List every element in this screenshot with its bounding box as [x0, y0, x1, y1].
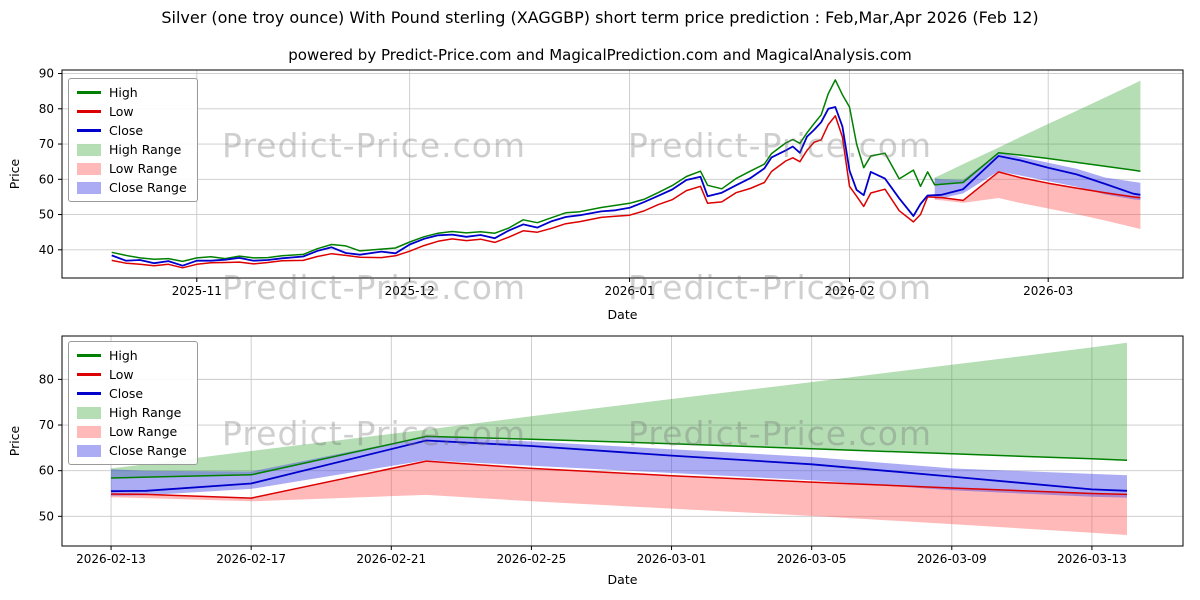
- legend-line-swatch: [77, 91, 101, 94]
- legend-item-low-range: Low Range: [77, 161, 187, 176]
- legend-item-close-range: Close Range: [77, 443, 187, 458]
- svg-text:40: 40: [39, 243, 54, 257]
- svg-text:2026-03: 2026-03: [1023, 284, 1073, 298]
- legend-item-high: High: [77, 85, 187, 100]
- legend-line-swatch: [77, 373, 101, 376]
- legend-label: Low Range: [109, 424, 178, 439]
- legend-line-swatch: [77, 129, 101, 132]
- svg-text:2025-11: 2025-11: [172, 284, 222, 298]
- svg-text:2026-02-25: 2026-02-25: [497, 552, 567, 566]
- svg-text:2026-02-13: 2026-02-13: [76, 552, 146, 566]
- svg-text:Price: Price: [7, 158, 22, 189]
- main-chart-legend: High Low Close High Range Low Range Close Ran…: [68, 78, 198, 202]
- legend-item-high-range: High Range: [77, 142, 187, 157]
- legend-patch-swatch: [77, 444, 101, 457]
- legend-patch-swatch: [77, 425, 101, 438]
- svg-text:Date: Date: [608, 307, 638, 322]
- svg-text:90: 90: [39, 67, 54, 81]
- svg-text:2026-03-13: 2026-03-13: [1057, 552, 1127, 566]
- legend-label: High Range: [109, 405, 182, 420]
- legend-item-close: Close: [77, 123, 187, 138]
- svg-text:2026-03-09: 2026-03-09: [917, 552, 987, 566]
- svg-text:2026-02-17: 2026-02-17: [216, 552, 286, 566]
- legend-label: Close Range: [109, 443, 187, 458]
- svg-text:70: 70: [39, 418, 54, 432]
- svg-text:Price: Price: [7, 425, 22, 456]
- prediction-zoom-chart: 2026-02-13 2026-02-17 2026-02-21 2026-02-25…: [7, 335, 1184, 587]
- legend-line-swatch: [77, 354, 101, 357]
- svg-text:2026-03-05: 2026-03-05: [777, 552, 847, 566]
- legend-label: High: [109, 348, 138, 363]
- legend-label: High Range: [109, 142, 182, 157]
- legend-patch-swatch: [77, 406, 101, 419]
- page-subtitle: powered by Predict-Price.com and Magical…: [288, 46, 912, 64]
- main-price-chart: 2025-11 2025-12 2026-01 2026-02 2026-03 40 50 6…: [7, 67, 1184, 322]
- svg-text:80: 80: [39, 102, 54, 116]
- svg-text:70: 70: [39, 137, 54, 151]
- legend-patch-swatch: [77, 181, 101, 194]
- svg-text:2025-12: 2025-12: [385, 284, 435, 298]
- legend-patch-swatch: [77, 143, 101, 156]
- legend-line-swatch: [77, 392, 101, 395]
- page-title: Silver (one troy ounce) With Pound sterl…: [161, 8, 1039, 27]
- legend-item-low-range: Low Range: [77, 424, 187, 439]
- svg-text:2026-03-01: 2026-03-01: [637, 552, 707, 566]
- legend-item-close: Close: [77, 386, 187, 401]
- legend-item-high-range: High Range: [77, 405, 187, 420]
- svg-text:80: 80: [39, 372, 54, 386]
- svg-text:Date: Date: [608, 572, 638, 587]
- legend-item-low: Low: [77, 104, 187, 119]
- svg-text:2026-02: 2026-02: [824, 284, 874, 298]
- svg-text:2026-02-21: 2026-02-21: [356, 552, 426, 566]
- zoom-chart-legend: High Low Close High Range Low Range Close Ran…: [68, 341, 198, 465]
- legend-patch-swatch: [77, 162, 101, 175]
- legend-item-high: High: [77, 348, 187, 363]
- svg-text:50: 50: [39, 509, 54, 523]
- legend-label: High: [109, 85, 138, 100]
- legend-label: Low: [109, 104, 134, 119]
- svg-text:60: 60: [39, 464, 54, 478]
- legend-label: Close Range: [109, 180, 187, 195]
- legend-item-close-range: Close Range: [77, 180, 187, 195]
- legend-line-swatch: [77, 110, 101, 113]
- legend-label: Close: [109, 386, 144, 401]
- legend-item-low: Low: [77, 367, 187, 382]
- legend-label: Low: [109, 367, 134, 382]
- legend-label: Low Range: [109, 161, 178, 176]
- legend-label: Close: [109, 123, 144, 138]
- svg-text:60: 60: [39, 172, 54, 186]
- svg-text:2026-01: 2026-01: [605, 284, 655, 298]
- svg-text:50: 50: [39, 208, 54, 222]
